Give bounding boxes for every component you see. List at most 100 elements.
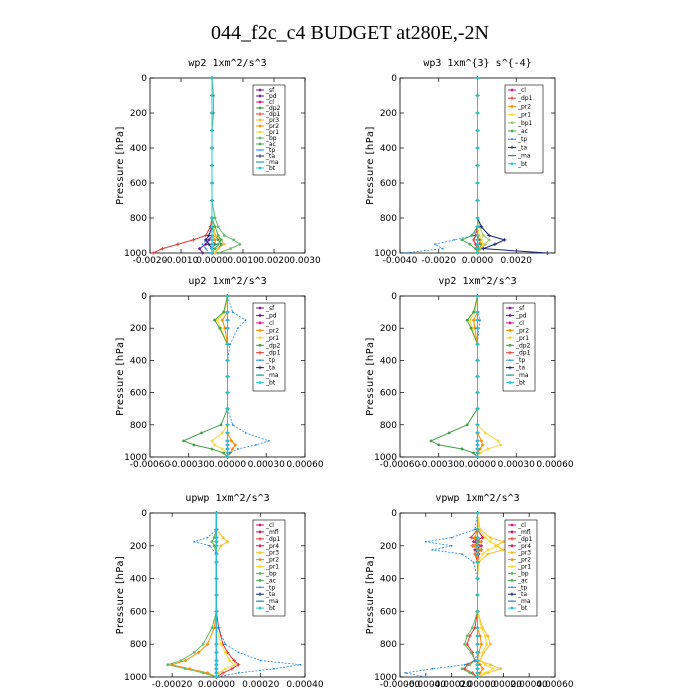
- data-point-pr1: [479, 238, 483, 242]
- data-point-bt: [210, 111, 214, 115]
- y-tick-label: 200: [130, 109, 147, 119]
- data-point-bt: [476, 451, 479, 455]
- data-point-bt: [476, 199, 479, 202]
- data-point-tp: [472, 234, 475, 237]
- data-point-bt: [476, 455, 479, 459]
- data-point-tp: [206, 536, 209, 539]
- data-point-bp: [184, 667, 187, 671]
- legend-label: _dp1: [517, 536, 533, 543]
- data-point-ac: [460, 238, 464, 242]
- data-point-pr1: [483, 431, 487, 435]
- data-point-pr3: [486, 634, 490, 638]
- data-point-pr2: [205, 642, 210, 646]
- data-point-tp: [474, 528, 476, 531]
- data-point-pr1: [499, 443, 503, 447]
- data-point-bt: [215, 626, 218, 630]
- data-point-bt: [226, 439, 229, 443]
- y-tick-label: 800: [380, 214, 397, 224]
- legend-marker: [510, 523, 514, 527]
- data-point-bt: [215, 651, 218, 654]
- y-tick-label: 600: [130, 389, 147, 399]
- legend-label: _dp2: [515, 342, 531, 349]
- data-point-dp2: [469, 326, 473, 330]
- legend-marker: [510, 565, 514, 568]
- data-point-bt: [215, 544, 218, 548]
- panel-title: upwp 1xm^2/s^3: [185, 493, 269, 504]
- legend-label: _sf: [265, 87, 275, 94]
- data-point-dp2: [460, 447, 464, 451]
- data-point-dp2: [472, 451, 476, 455]
- legend-label: _pr2: [515, 327, 529, 334]
- data-point-bp: [465, 634, 469, 638]
- legend-label: _cl: [517, 87, 526, 94]
- data-point-tp: [236, 327, 239, 330]
- data-point-bt: [476, 593, 479, 597]
- legend-label: _pr3: [265, 117, 279, 124]
- data-point-bt: [476, 247, 479, 251]
- data-point-pr1: [483, 634, 487, 638]
- legend-marker: [258, 154, 262, 158]
- data-point-bt: [215, 536, 218, 539]
- y-tick-label: 200: [130, 542, 147, 552]
- data-point-pr3: [486, 552, 490, 556]
- legend-label: _tp: [265, 147, 275, 154]
- data-point-bt: [476, 391, 479, 394]
- legend-marker: [258, 306, 262, 310]
- legend-label: _bt: [265, 605, 276, 612]
- legend-label: _ac: [517, 128, 528, 135]
- legend-marker: [510, 592, 514, 597]
- data-point-ta: [481, 246, 486, 251]
- legend-marker: [258, 606, 262, 610]
- data-point-bt: [215, 667, 218, 671]
- data-point-tp: [231, 311, 234, 313]
- legend-label: _pr2: [517, 557, 531, 564]
- data-point-bp1: [479, 247, 483, 251]
- legend-marker: [258, 328, 262, 333]
- legend-label: _pr4: [265, 543, 279, 550]
- legend-label: _pr1: [265, 335, 279, 342]
- y-tick-label: 800: [380, 421, 397, 431]
- legend-label: _mfl: [265, 529, 279, 536]
- legend-label: _pd: [265, 312, 277, 319]
- x-tick-label: 0.0020: [501, 256, 533, 266]
- data-point-bt: [476, 634, 479, 638]
- legend-label: _cl: [265, 522, 274, 529]
- data-point-bt: [476, 216, 479, 220]
- data-point-bp: [166, 663, 170, 667]
- x-tick-label: -0.0020: [133, 256, 168, 266]
- data-point-dp2: [219, 242, 223, 246]
- data-point-dp1: [160, 246, 165, 251]
- data-point-tp: [231, 423, 234, 426]
- legend-marker: [258, 124, 262, 128]
- legend-marker: [510, 578, 514, 582]
- data-point-ac: [216, 234, 220, 237]
- legend-label: _bp1: [517, 120, 533, 127]
- data-point-tp: [402, 252, 405, 254]
- data-point-bp: [213, 216, 217, 220]
- x-tick-label: -0.00030: [419, 460, 460, 470]
- data-point-bt: [226, 326, 229, 330]
- data-point-pr2: [478, 662, 482, 667]
- legend-marker: [510, 88, 514, 92]
- legend-marker: [258, 136, 262, 140]
- y-tick-label: 600: [130, 179, 147, 189]
- panel-title: vpwp 1xm^2/s^3: [435, 493, 519, 504]
- legend-marker: [510, 96, 514, 100]
- data-point-pr1: [491, 667, 495, 671]
- legend-label: _bp: [265, 570, 277, 577]
- data-point-pr1: [486, 548, 490, 552]
- legend-marker: [258, 565, 262, 568]
- data-point-pr1: [223, 667, 227, 671]
- x-tick-label: -0.00020: [152, 680, 193, 690]
- legend-marker: [510, 121, 514, 125]
- y-tick-label: 800: [380, 640, 397, 650]
- y-tick-label: 200: [380, 542, 397, 552]
- legend-label: _bt: [265, 380, 276, 387]
- legend-label: _bt: [515, 380, 526, 387]
- legend-label: _pr2: [265, 327, 279, 334]
- data-point-pr1: [210, 439, 214, 443]
- data-point-bp: [192, 651, 196, 654]
- data-point-bt: [210, 129, 214, 132]
- data-point-bt: [226, 451, 229, 455]
- y-tick-label: 1000: [124, 249, 147, 259]
